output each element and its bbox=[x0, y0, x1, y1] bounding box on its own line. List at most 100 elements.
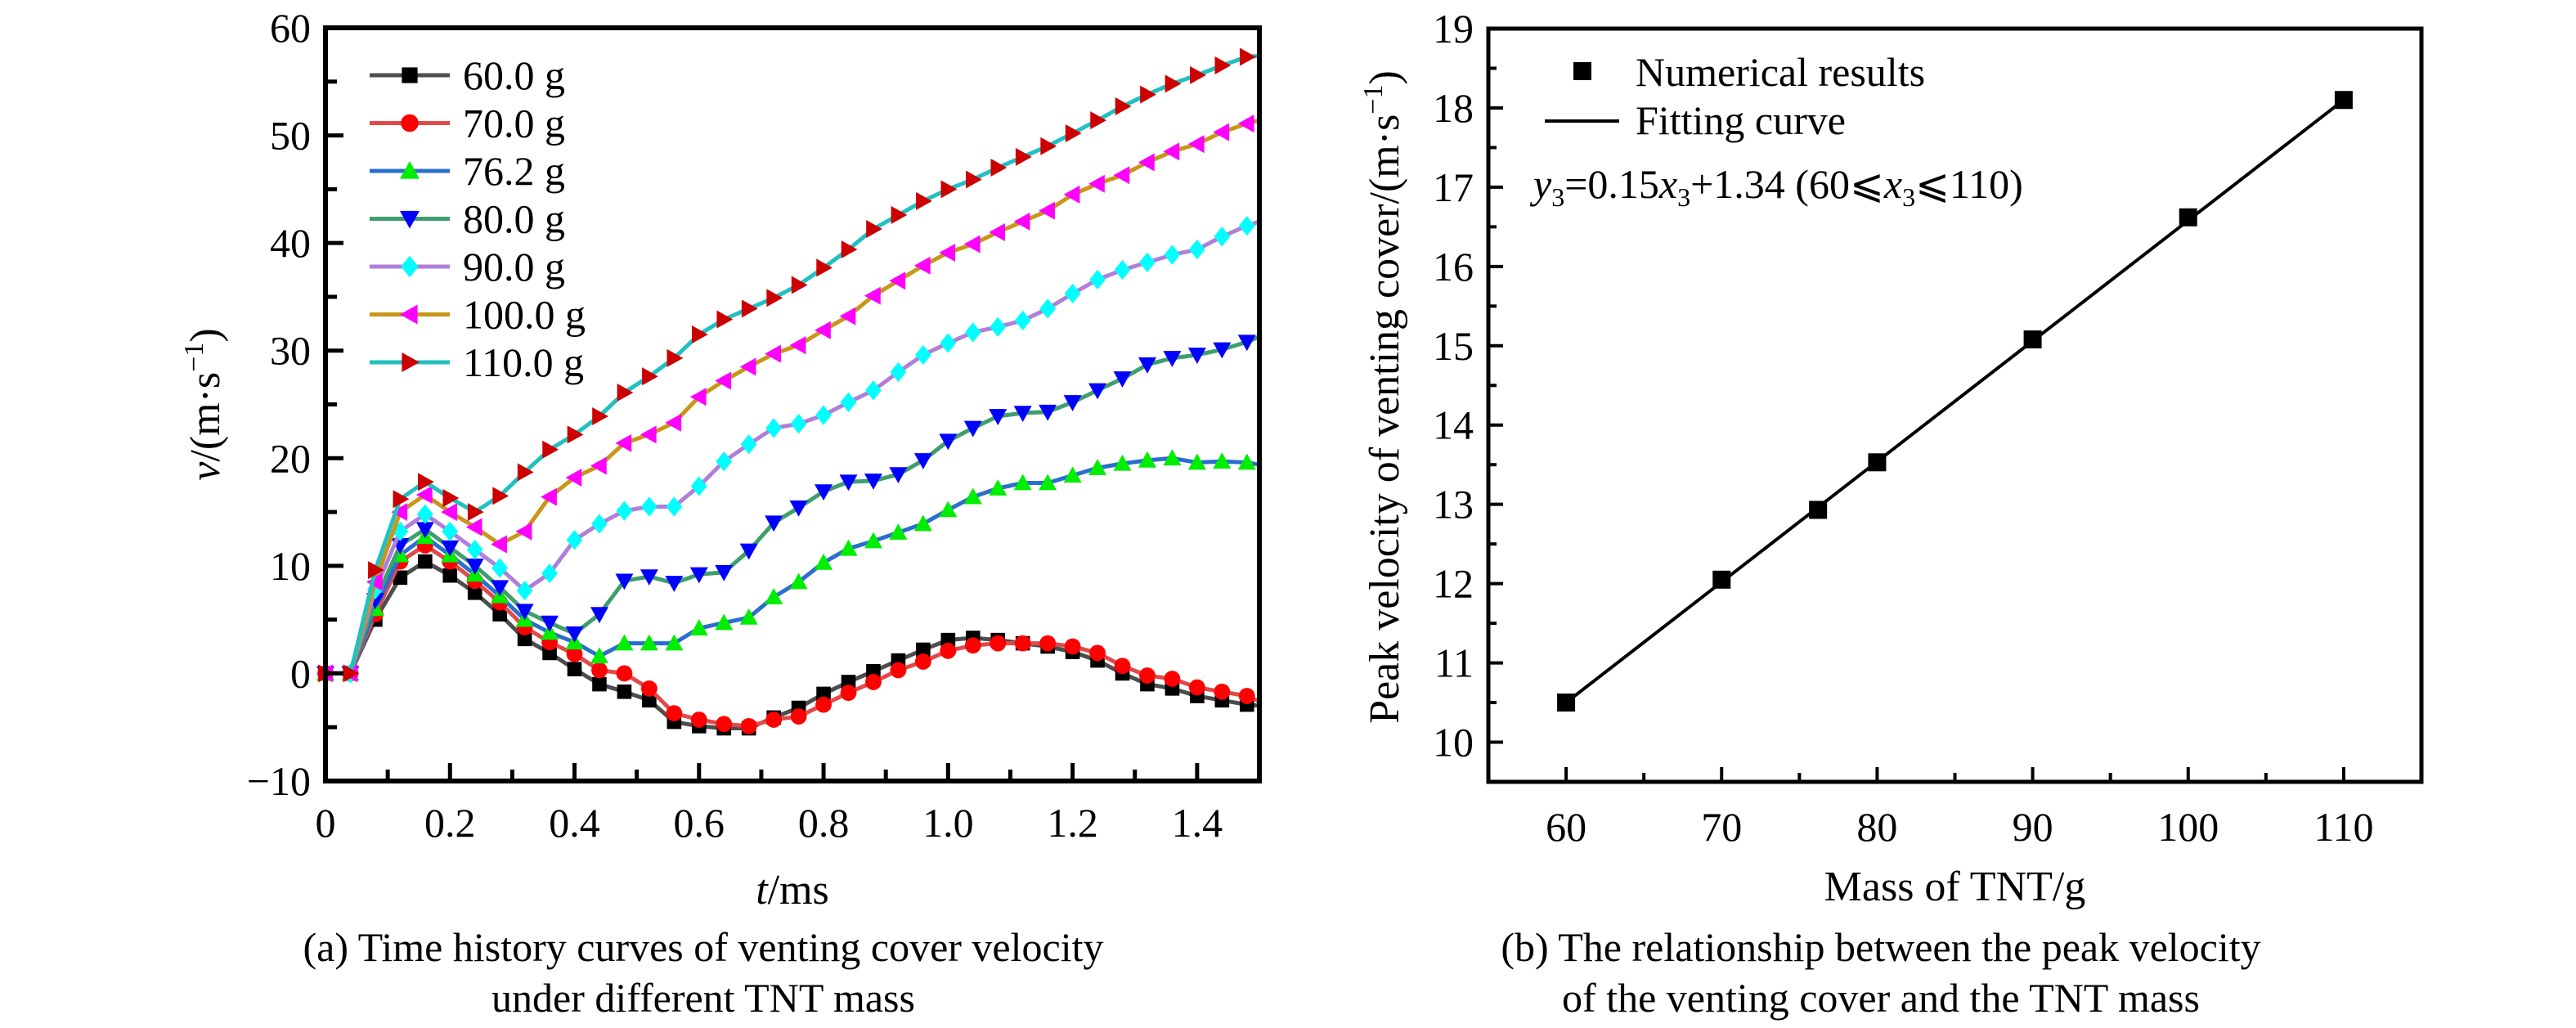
x-tick-label: 0.6 bbox=[674, 800, 725, 846]
data-point-triangle-up bbox=[590, 647, 608, 664]
data-point-diamond bbox=[1139, 252, 1156, 272]
data-point-triangle-down bbox=[864, 474, 882, 490]
data-point-triangle-left bbox=[415, 486, 433, 505]
legend-marker-square bbox=[1573, 62, 1591, 80]
data-point-circle bbox=[840, 685, 857, 702]
eq-x-var-2: x bbox=[1883, 161, 1902, 207]
data-point-diamond bbox=[964, 322, 981, 343]
data-point-triangle-left bbox=[739, 357, 756, 376]
data-point-diamond bbox=[1238, 215, 1255, 236]
data-point-triangle-up bbox=[1063, 466, 1082, 483]
data-point-triangle-down bbox=[1039, 404, 1057, 421]
data-point-circle bbox=[1139, 667, 1156, 684]
data-point-triangle-left bbox=[1039, 201, 1055, 220]
data-point-triangle-right bbox=[343, 664, 360, 683]
data-point-triangle-down bbox=[1088, 383, 1107, 400]
data-point-square bbox=[567, 662, 582, 676]
data-point-triangle-left bbox=[400, 304, 418, 325]
data-point-diamond bbox=[1014, 310, 1031, 330]
data-point-triangle-up bbox=[689, 619, 708, 635]
caption-b-line-1: (b) The relationship between the peak ve… bbox=[1501, 924, 2260, 970]
data-point-diamond bbox=[416, 504, 433, 524]
data-point-triangle-up bbox=[939, 501, 958, 518]
data-point-circle bbox=[865, 674, 882, 690]
data-point-triangle-right bbox=[418, 473, 434, 492]
data-point-circle bbox=[640, 680, 657, 697]
data-point-triangle-up bbox=[864, 532, 882, 549]
data-point-triangle-left bbox=[913, 256, 931, 275]
data-point-circle bbox=[1064, 638, 1081, 655]
caption-a-line-2: under different TNT mass bbox=[491, 975, 915, 1021]
data-point-diamond bbox=[765, 418, 783, 438]
data-point-triangle-right bbox=[1040, 137, 1057, 155]
data-point-triangle-left bbox=[864, 286, 881, 305]
data-point-triangle-left bbox=[1088, 174, 1105, 193]
data-point-diamond bbox=[890, 361, 907, 383]
data-point-triangle-down bbox=[640, 569, 658, 586]
data-point-triangle-right bbox=[1190, 65, 1206, 84]
x-tick-label: 1.4 bbox=[1172, 800, 1223, 846]
data-point-circle bbox=[401, 114, 419, 132]
data-point-triangle-left bbox=[1013, 212, 1030, 231]
data-point-triangle-down bbox=[1237, 334, 1256, 352]
data-point-triangle-right bbox=[866, 220, 882, 239]
data-point-triangle-down bbox=[689, 567, 708, 584]
y-tick-label: 40 bbox=[270, 220, 311, 266]
data-point-triangle-down bbox=[963, 420, 982, 438]
data-point-triangle-right bbox=[816, 258, 833, 277]
data-point-square bbox=[1809, 501, 1828, 519]
data-point-circle bbox=[964, 637, 981, 654]
axis-ticks bbox=[1488, 27, 2345, 782]
data-point-triangle-left bbox=[1063, 185, 1080, 204]
data-point-triangle-left bbox=[815, 321, 831, 339]
data-point-triangle-down bbox=[1187, 348, 1206, 364]
data-point-triangle-right bbox=[716, 310, 734, 329]
data-point-diamond bbox=[566, 530, 583, 550]
data-point-triangle-right bbox=[368, 561, 384, 580]
data-point-square bbox=[916, 642, 931, 658]
data-point-circle bbox=[815, 696, 832, 713]
data-point-triangle-down bbox=[565, 626, 584, 643]
data-point-triangle-up bbox=[1213, 452, 1232, 469]
legend-label: 90.0 g bbox=[463, 244, 565, 290]
data-point-triangle-left bbox=[1138, 153, 1155, 172]
y-tick-label: 14 bbox=[1433, 402, 1474, 448]
data-point-circle bbox=[616, 665, 633, 682]
data-point-circle bbox=[1164, 671, 1181, 687]
data-point-triangle-right bbox=[741, 299, 758, 318]
y-tick-label: 17 bbox=[1433, 164, 1474, 210]
fit-equation: y3=0.15x3+1.34 (60⩽x3⩽110) bbox=[1529, 161, 2023, 212]
y-tick-label: 10 bbox=[1433, 720, 1474, 765]
data-point-triangle-down bbox=[889, 467, 908, 484]
legend-label-numerical: Numerical results bbox=[1636, 49, 1925, 95]
data-point-triangle-up bbox=[665, 634, 684, 651]
data-point-square bbox=[592, 676, 607, 692]
x-tick-label: 1.2 bbox=[1047, 800, 1098, 846]
data-point-triangle-left bbox=[640, 425, 657, 444]
data-point-triangle-up bbox=[1088, 459, 1107, 475]
data-point-triangle-up bbox=[765, 588, 783, 604]
data-point-triangle-down bbox=[541, 615, 559, 632]
x-tick-label: 0.8 bbox=[798, 800, 850, 846]
data-point-circle bbox=[1214, 683, 1231, 700]
fitting-curve-line bbox=[1564, 98, 2345, 704]
data-point-triangle-right bbox=[1065, 123, 1082, 142]
data-point-triangle-right bbox=[1115, 97, 1132, 116]
data-point-diamond bbox=[865, 380, 882, 401]
data-point-diamond bbox=[1114, 259, 1131, 281]
data-point-triangle-down bbox=[939, 433, 958, 451]
data-point-triangle-down bbox=[765, 515, 783, 532]
data-point-triangle-left bbox=[665, 413, 682, 432]
x-tick-label: 110 bbox=[2313, 804, 2373, 850]
data-point-triangle-up bbox=[1113, 454, 1132, 471]
data-point-diamond bbox=[840, 392, 857, 412]
data-point-triangle-right bbox=[393, 490, 410, 509]
data-point-triangle-up bbox=[615, 634, 634, 651]
data-point-triangle-up bbox=[1187, 453, 1206, 470]
data-point-diamond bbox=[466, 540, 483, 560]
x-tick-label: 60 bbox=[1546, 804, 1586, 850]
eq-x-sub-2: 3 bbox=[1902, 182, 1915, 212]
data-point-circle bbox=[566, 645, 583, 662]
data-point-triangle-right bbox=[1165, 74, 1182, 93]
